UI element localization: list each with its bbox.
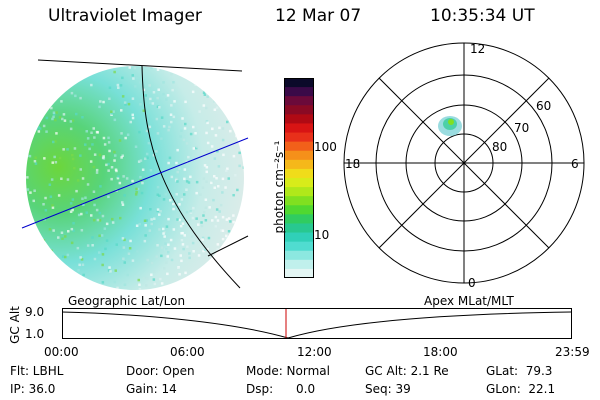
- colorbar-unit-label: photon cm⁻²s⁻¹: [272, 140, 286, 234]
- lat-label-80: 80: [492, 140, 507, 154]
- colorbar-swatch: [284, 78, 314, 88]
- x-tick-1200: 12:00: [297, 345, 332, 359]
- colorbar-swatch: [284, 87, 314, 97]
- status-gain: Gain: 14: [126, 382, 177, 396]
- colorbar-tick-100: 100: [314, 140, 337, 154]
- timeline-y-tick-bottom: 1.0: [25, 327, 45, 341]
- lat-label-70: 70: [514, 121, 529, 135]
- colorbar-swatch: [284, 123, 314, 134]
- colorbar-swatch: [284, 168, 314, 179]
- x-tick-2359: 23:59: [555, 345, 590, 359]
- colorbar-swatch: [284, 159, 314, 170]
- colorbar-swatch: [284, 196, 314, 206]
- timeline-left-title: Geographic Lat/Lon: [68, 294, 186, 308]
- status-door: Door: Open: [126, 364, 195, 378]
- colorbar-swatch: [284, 223, 314, 234]
- map-boundary-line: [37, 59, 243, 72]
- colorbar-swatch: [284, 96, 314, 106]
- status-glat: GLat: 79.3: [486, 364, 553, 378]
- colorbar-swatch: [284, 241, 314, 252]
- map-boundary-line: [207, 235, 249, 257]
- mlt-label-left: 18: [345, 157, 360, 171]
- polar-mlat-mlt-plot: 12 18 6 0 60 70 80: [343, 42, 585, 290]
- colorbar-swatch: [284, 150, 314, 161]
- polar-aurora-blob: [438, 116, 462, 136]
- colorbar-swatch: [284, 214, 314, 224]
- timeline-y-tick: 9.0: [25, 305, 45, 319]
- colorbar-swatch: [284, 132, 314, 143]
- instrument-title: Ultraviolet Imager: [48, 6, 202, 26]
- status-gc-alt: GC Alt: 2.1 Re: [365, 364, 449, 378]
- time-label: 10:35:34 UT: [430, 6, 535, 26]
- colorbar-swatch: [284, 205, 314, 215]
- satellite-ground-track: [21, 137, 249, 229]
- status-filter: Flt: LBHL: [10, 364, 64, 378]
- colorbar-tick-10: 10: [314, 228, 330, 242]
- mlt-label-right: 6: [571, 157, 579, 171]
- mlt-label-bottom: 0: [468, 276, 476, 290]
- colorbar-swatch: [284, 268, 314, 278]
- mlt-line-diag: [378, 77, 550, 249]
- colorbar-swatch: [284, 187, 314, 197]
- colorbar-swatch: [284, 250, 314, 261]
- colorbar-swatch: [284, 178, 314, 188]
- colorbar: [284, 78, 314, 278]
- lat-label-60: 60: [536, 99, 551, 113]
- colorbar-swatch: [284, 105, 314, 115]
- timeline-y-axis-label: GC Alt: [8, 306, 22, 344]
- x-tick-1800: 18:00: [423, 345, 458, 359]
- altitude-timeline: [62, 308, 572, 339]
- colorbar-frame: [284, 78, 314, 278]
- colorbar-swatch: [284, 114, 314, 124]
- mlt-label-top: 12: [470, 42, 485, 56]
- geographic-uv-image: [21, 59, 249, 290]
- timeline-right-title: Apex MLat/MLT: [424, 294, 514, 308]
- date-label: 12 Mar 07: [275, 6, 362, 26]
- colorbar-swatch: [284, 259, 314, 270]
- earth-disk: [26, 66, 244, 290]
- status-dsp: Dsp: 0.0: [246, 382, 316, 396]
- colorbar-swatch: [284, 232, 314, 243]
- x-tick-0600: 06:00: [170, 345, 205, 359]
- x-tick-0000: 00:00: [44, 345, 79, 359]
- colorbar-swatch: [284, 141, 314, 152]
- status-ip: IP: 36.0: [10, 382, 56, 396]
- status-seq: Seq: 39: [365, 382, 411, 396]
- altitude-curve: [62, 311, 572, 339]
- status-glon: GLon: 22.1: [486, 382, 556, 396]
- status-mode: Mode: Normal: [246, 364, 330, 378]
